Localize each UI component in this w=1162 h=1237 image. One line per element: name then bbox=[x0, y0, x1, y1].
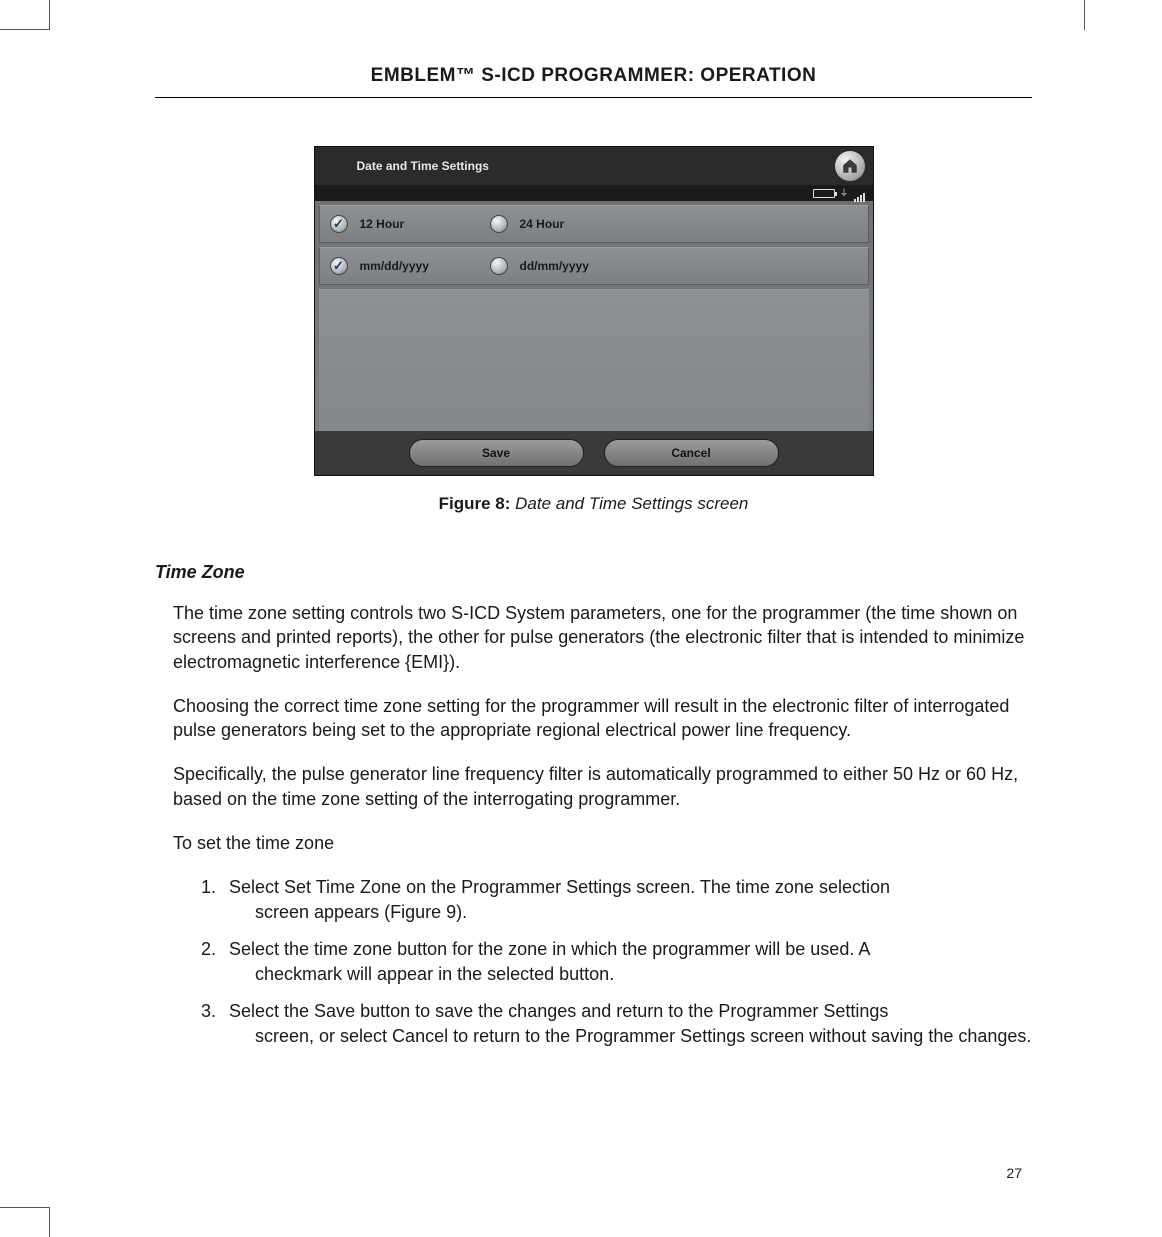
section-heading-time-zone: Time Zone bbox=[155, 562, 1032, 583]
step-1: 1. Select Set Time Zone on the Programme… bbox=[201, 875, 1032, 925]
empty-area bbox=[319, 289, 869, 431]
step-text-cont: checkmark will appear in the selected bu… bbox=[229, 962, 1032, 987]
step-number: 1. bbox=[201, 875, 216, 900]
radio-24hour[interactable] bbox=[490, 215, 508, 233]
paragraph: To set the time zone bbox=[173, 831, 1032, 855]
step-3: 3. Select the Save button to save the ch… bbox=[201, 999, 1032, 1049]
figure-caption: Figure 8: Date and Time Settings screen bbox=[155, 494, 1032, 514]
step-2: 2. Select the time zone button for the z… bbox=[201, 937, 1032, 987]
screen-title: Date and Time Settings bbox=[357, 159, 489, 173]
page-number: 27 bbox=[1006, 1165, 1022, 1181]
label-24hour: 24 Hour bbox=[520, 217, 565, 231]
cancel-button[interactable]: Cancel bbox=[604, 439, 779, 467]
label-dmy: dd/mm/yyyy bbox=[520, 259, 589, 273]
home-icon[interactable] bbox=[835, 151, 865, 181]
radio-mdy[interactable] bbox=[330, 257, 348, 275]
step-number: 3. bbox=[201, 999, 216, 1024]
page-body: EMBLEM™ S-ICD PROGRAMMER: OPERATION Date… bbox=[0, 0, 1162, 1110]
screen-titlebar: Date and Time Settings bbox=[315, 147, 873, 185]
label-12hour: 12 Hour bbox=[360, 217, 405, 231]
signal-bars-icon bbox=[853, 184, 865, 202]
running-header: EMBLEM™ S-ICD PROGRAMMER: OPERATION bbox=[155, 65, 1032, 98]
crop-mark bbox=[0, 0, 50, 30]
radio-12hour[interactable] bbox=[330, 215, 348, 233]
steps-list: 1. Select Set Time Zone on the Programme… bbox=[201, 875, 1032, 1048]
screen-footer: Save Cancel bbox=[315, 431, 873, 475]
paragraph: Specifically, the pulse generator line f… bbox=[173, 762, 1032, 811]
crop-mark bbox=[1084, 0, 1088, 30]
status-bar: ⏚ bbox=[315, 185, 873, 201]
step-text-cont: screen, or select Cancel to return to th… bbox=[229, 1024, 1032, 1049]
step-text-cont: screen appears (Figure 9). bbox=[229, 900, 1032, 925]
date-format-row: mm/dd/yyyy dd/mm/yyyy bbox=[319, 247, 869, 285]
crop-mark bbox=[0, 1207, 50, 1237]
wifi-icon: ⏚ bbox=[839, 189, 848, 198]
figure-label: Figure 8: bbox=[439, 494, 511, 513]
screen-body: 12 Hour 24 Hour mm/dd/yyyy dd/mm/yyyy bbox=[315, 201, 873, 431]
step-number: 2. bbox=[201, 937, 216, 962]
battery-icon bbox=[813, 189, 835, 198]
radio-dmy[interactable] bbox=[490, 257, 508, 275]
paragraph: Choosing the correct time zone setting f… bbox=[173, 694, 1032, 743]
paragraph: The time zone setting controls two S-ICD… bbox=[173, 601, 1032, 674]
step-text: Select the time zone button for the zone… bbox=[229, 939, 870, 959]
step-text: Select the Save button to save the chang… bbox=[229, 1001, 888, 1021]
figure-8: Date and Time Settings ⏚ 12 Hour bbox=[155, 146, 1032, 514]
figure-caption-text: Date and Time Settings screen bbox=[510, 494, 748, 513]
device-screenshot: Date and Time Settings ⏚ 12 Hour bbox=[314, 146, 874, 476]
label-mdy: mm/dd/yyyy bbox=[360, 259, 429, 273]
save-button[interactable]: Save bbox=[409, 439, 584, 467]
time-format-row: 12 Hour 24 Hour bbox=[319, 205, 869, 243]
step-text: Select Set Time Zone on the Programmer S… bbox=[229, 877, 890, 897]
